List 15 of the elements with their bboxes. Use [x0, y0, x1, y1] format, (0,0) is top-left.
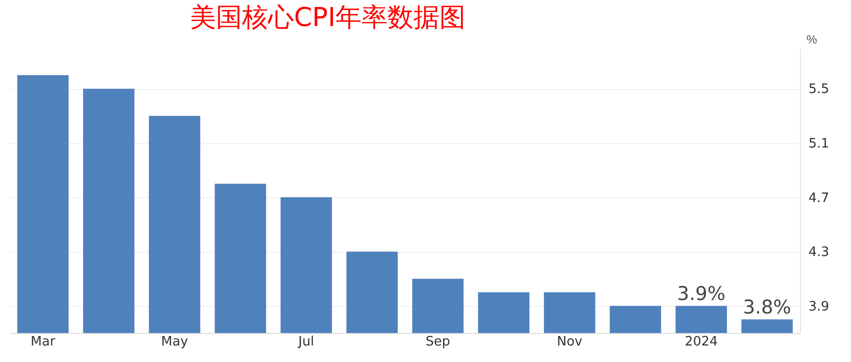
data-label: 3.8%	[742, 296, 792, 318]
y-tick-label: 4.7	[808, 190, 830, 206]
x-tick-label: May	[161, 334, 188, 350]
x-tick-label: 2024	[684, 334, 718, 350]
data-label: 3.9%	[677, 282, 726, 305]
y-tick-label: 5.5	[808, 82, 830, 98]
y-tick-label: 4.3	[808, 245, 830, 260]
y-axis-title: %	[806, 32, 818, 46]
chart-title: 美国核心CPI年率数据图	[190, 3, 466, 33]
x-tick-label: Jul	[297, 334, 314, 350]
y-tick-label: 3.9	[808, 299, 830, 314]
x-tick-label: Mar	[30, 334, 56, 350]
y-tick-label: 5.1	[808, 136, 830, 152]
x-tick-label: Sep	[426, 334, 450, 350]
x-tick-label: Nov	[556, 334, 583, 350]
